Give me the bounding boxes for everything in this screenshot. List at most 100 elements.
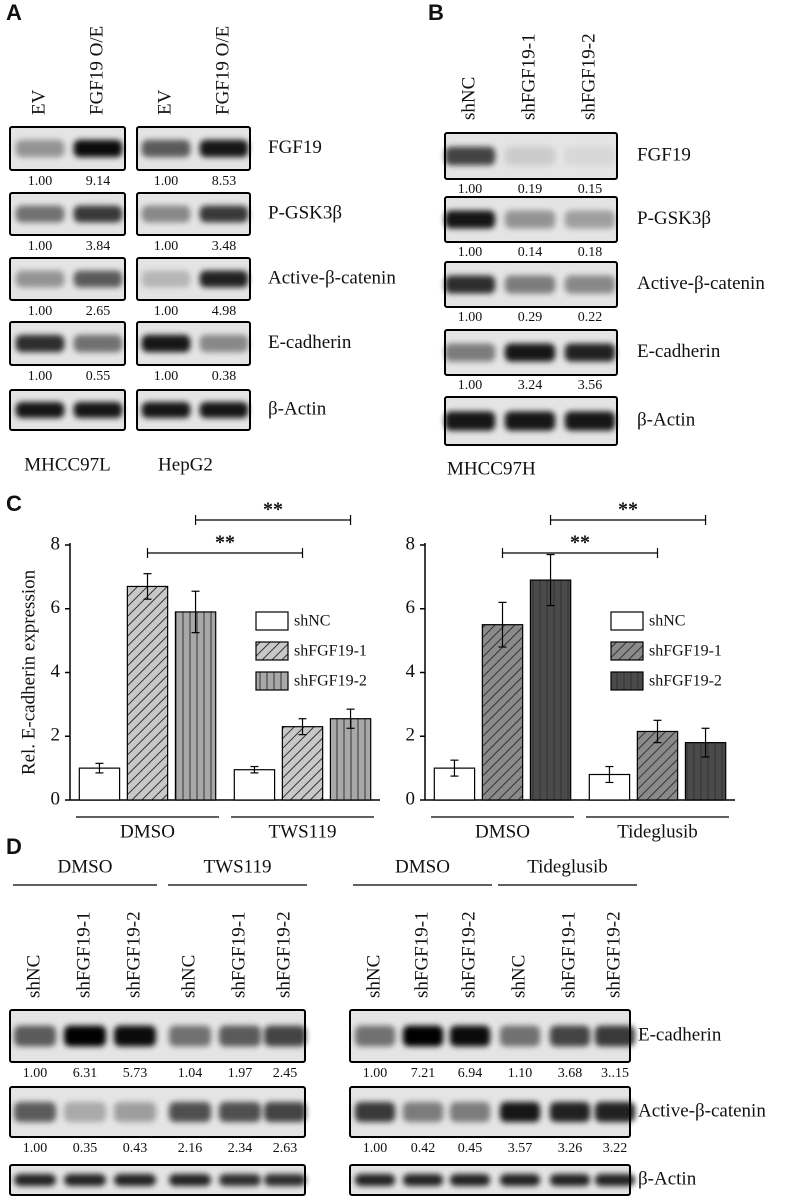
lane-label: shNC [508,955,529,998]
blot-band [14,1102,56,1122]
y-tick-label: 8 [51,533,61,554]
quantification: 7.21 [411,1066,436,1081]
blot-band [449,1025,491,1047]
quantification: 3.24 [518,378,543,393]
blot-frame [444,396,618,446]
quantification: 4.98 [212,304,237,319]
quantification: 5.73 [123,1066,148,1081]
quantification: 1.00 [154,304,179,319]
lane-label: shFGF19-1 [73,911,94,998]
blot-band [444,146,496,166]
blot-band [14,1025,56,1047]
blot-band [504,275,556,294]
quantification: 3.48 [212,239,237,254]
lane-label: shNC [178,955,199,998]
quantification: 1.00 [28,369,53,384]
blot-band [73,205,123,223]
y-tick-label: 2 [51,725,61,746]
blot-band [354,1102,396,1122]
blot-band [114,1102,156,1122]
blot-frame [136,389,251,431]
significance-label: ** [570,532,590,554]
blot-band [114,1174,156,1186]
protein-label: β-Actin [637,409,696,430]
protein-label: E-cadherin [638,1024,722,1045]
quantification: 1.00 [458,182,483,197]
blot-band [73,270,123,288]
y-tick-label: 6 [51,597,61,618]
blot-band [169,1174,211,1186]
blot-band [449,1102,491,1122]
bar [233,769,276,801]
blot-band [199,270,249,288]
x-tick-label: DMSO [120,821,175,842]
protein-label: Active-β-catenin [638,1100,766,1121]
lane-label: FGF19 O/E [212,26,233,115]
quantification: 1.00 [23,1141,48,1156]
blot-band [402,1174,444,1186]
blot-band [64,1102,106,1122]
blot-band [499,1174,541,1186]
blot-band [141,139,191,158]
bar [481,624,524,801]
x-tick-label: TWS119 [269,821,337,842]
panel-label: D [6,834,22,859]
blot-band [549,1174,591,1186]
blot-band [564,343,616,362]
y-tick-label: 4 [51,661,61,682]
protein-label: β-Actin [268,398,327,419]
panel-label: C [6,491,22,516]
blot-band [264,1025,306,1047]
blot-band [402,1102,444,1122]
lane-label: shNC [363,955,384,998]
blot-band [199,139,249,158]
lane-label: EV [28,89,49,115]
quantification: 1.97 [228,1066,253,1081]
bar [126,585,169,801]
quantification: 3..15 [601,1066,629,1081]
blot-band [594,1174,636,1186]
blot-band [504,411,556,431]
y-tick-label: 0 [51,788,61,809]
legend-label: shNC [294,613,330,630]
blot-band [499,1102,541,1122]
blot-band [504,210,556,229]
quantification: 2.63 [273,1141,298,1156]
blot-band [564,411,616,431]
y-axis-label: Rel. E-cadherin expression [18,569,39,775]
quantification: 1.00 [28,174,53,189]
blot-frame [444,196,618,243]
quantification: 3.68 [558,1066,583,1081]
protein-label: Active-β-catenin [268,267,396,288]
quantification: 0.19 [518,182,543,197]
blot-frame [9,1164,306,1196]
blot-band [169,1025,211,1047]
lane-label: shFGF19-1 [411,911,432,998]
blot-band [444,275,496,294]
protein-label: E-cadherin [637,341,721,362]
blot-frame [136,321,251,366]
lane-label: shFGF19-2 [458,911,479,998]
blot-band [219,1025,261,1047]
quantification: 0.55 [86,369,111,384]
protein-label: E-cadherin [268,332,352,353]
blot-band [14,1174,56,1186]
blot-band [549,1102,591,1122]
blot-frame [9,257,126,301]
blot-band [199,205,249,223]
blot-band [594,1025,636,1047]
quantification: 1.00 [458,245,483,260]
blot-band [15,139,65,158]
blot-band [73,139,123,158]
protein-label: P-GSK3β [268,202,342,223]
bar [529,579,572,801]
significance-label: ** [263,499,283,521]
blot-band [219,1174,261,1186]
significance-label: ** [618,499,638,521]
lane-label: EV [154,89,175,115]
treatment-label: DMSO [395,856,450,877]
blot-band [504,146,556,166]
quantification: 0.42 [411,1141,436,1156]
